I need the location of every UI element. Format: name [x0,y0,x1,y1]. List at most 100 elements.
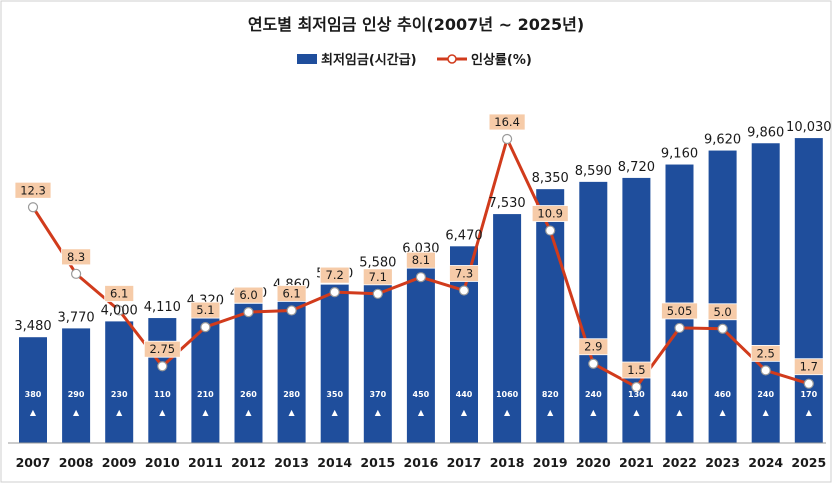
rate-label-box-2016 [405,251,436,269]
bar-2007 [19,337,47,443]
rate-point-2025 [803,378,814,389]
increment-label-2015: 370 [369,390,386,399]
rate-label-box-2012 [233,286,264,304]
increment-arrow-icon: ▲ [590,408,597,417]
increment-label-2013: 280 [283,390,300,399]
rate-label-box-2011 [190,301,221,319]
legend-marker-rate [447,54,457,64]
bar-value-label-2017: 6,470 [445,228,482,243]
rate-label-2021: 1.5 [627,363,645,377]
rate-point-2016 [415,272,426,283]
increment-label-2011: 210 [197,390,214,399]
rate-label-2011: 5.1 [196,303,214,317]
rate-point-2021 [631,381,642,393]
rate-label-2016: 8.1 [412,253,430,267]
legend-label-rate: 인상률(%) [471,52,532,68]
increment-arrow-icon: ▲ [504,408,511,417]
x-tick-label-2025: 2025 [791,455,826,470]
increment-label-2010: 110 [154,390,171,399]
rate-label-box-2008 [61,248,91,266]
rate-label-box-2010 [143,340,181,358]
rate-point-2020 [588,358,599,369]
rate-point-2019 [545,225,556,236]
rate-label-2020: 2.9 [584,340,602,354]
rate-label-box-2024 [750,344,781,362]
x-tick-label-2020: 2020 [576,455,611,470]
bar-value-label-2022: 9,160 [661,147,698,162]
bars-layer [19,138,823,444]
bar-value-label-2024: 9,860 [747,125,784,140]
increment-arrow-icon: ▲ [806,408,813,417]
bar-2013 [277,295,306,443]
increment-arrow-icon: ▲ [73,408,80,417]
increment-arrow-icon: ▲ [720,408,727,417]
increment-label-2025: 170 [800,390,817,399]
rate-label-box-2021 [621,361,652,379]
rate-label-2014: 7.2 [326,268,344,282]
x-tick-label-2015: 2015 [360,455,395,470]
labels-layer: 3,480380▲3,770290▲4,000230▲4,110110▲4,32… [14,113,832,417]
increment-label-2020: 240 [585,390,602,399]
bar-2010 [148,318,177,443]
bar-value-label-2019: 8,350 [532,171,569,186]
bar-value-label-2023: 9,620 [704,133,741,148]
rate-label-box-2019 [531,205,569,222]
rate-point-2012 [243,307,254,318]
increment-label-2016: 450 [413,390,430,399]
rate-label-box-2023 [707,303,738,321]
legend: 최저임금(시간급) 인상률(%) [297,52,532,68]
rate-label-2010: 2.75 [149,342,175,356]
bar-2021 [622,177,651,444]
rate-label-2013: 6.1 [282,286,300,300]
x-tick-label-2023: 2023 [705,455,740,470]
rate-label-box-2017 [449,265,479,282]
rate-label-2019: 10.9 [537,207,563,221]
increment-arrow-icon: ▲ [461,408,468,417]
x-tick-label-2013: 2013 [274,455,309,470]
bar-value-label-2008: 3,770 [57,310,94,325]
increment-arrow-icon: ▲ [159,408,166,417]
rate-label-2015: 7.1 [369,270,387,284]
x-tick-label-2018: 2018 [490,455,525,470]
rate-label-box-2009 [104,285,135,302]
rate-label-box-2007 [14,181,52,199]
x-tick-label-2012: 2012 [231,455,266,470]
rate-label-box-2014 [319,266,350,284]
increment-label-2018: 1060 [496,390,519,399]
rate-point-2023 [717,323,728,334]
rate-label-2007: 12.3 [20,183,46,197]
rate-point-2017 [458,285,470,296]
x-axis-ticks: 2007 2008 2009 2010 2011 2012 2013 2014 2015 2016… [16,455,827,470]
bar-value-label-2015: 5,580 [359,255,396,270]
x-tick-label-2007: 2007 [16,455,51,470]
x-tick-label-2008: 2008 [59,455,94,470]
x-tick-label-2017: 2017 [447,455,482,470]
rate-label-box-2013 [276,285,307,302]
increment-label-2014: 350 [326,390,343,399]
rate-point-2013 [286,305,297,316]
increment-arrow-icon: ▲ [676,408,683,417]
bar-2008 [62,328,91,443]
increment-arrow-icon: ▲ [763,408,770,417]
bar-2023 [708,150,737,443]
increment-label-2007: 380 [25,390,42,399]
increment-arrow-icon: ▲ [202,408,209,417]
increment-label-2009: 230 [111,390,128,399]
legend-swatch-bars [297,54,317,64]
bar-value-label-2025: 10,030 [786,120,832,135]
rate-point-2007 [27,202,39,213]
rate-label-2018: 16.4 [494,115,520,129]
increment-arrow-icon: ▲ [289,408,296,417]
increment-arrow-icon: ▲ [332,408,339,417]
legend-label-bars: 최저임금(시간급) [321,52,417,68]
x-tick-label-2024: 2024 [748,455,783,470]
bar-2018 [493,214,522,443]
rate-point-2022 [674,322,685,334]
rate-point-2018 [502,133,513,145]
x-tick-label-2016: 2016 [404,455,439,470]
rate-label-2025: 1.7 [800,360,818,374]
rate-label-2023: 5.0 [713,305,731,319]
x-tick-label-2022: 2022 [662,455,697,470]
